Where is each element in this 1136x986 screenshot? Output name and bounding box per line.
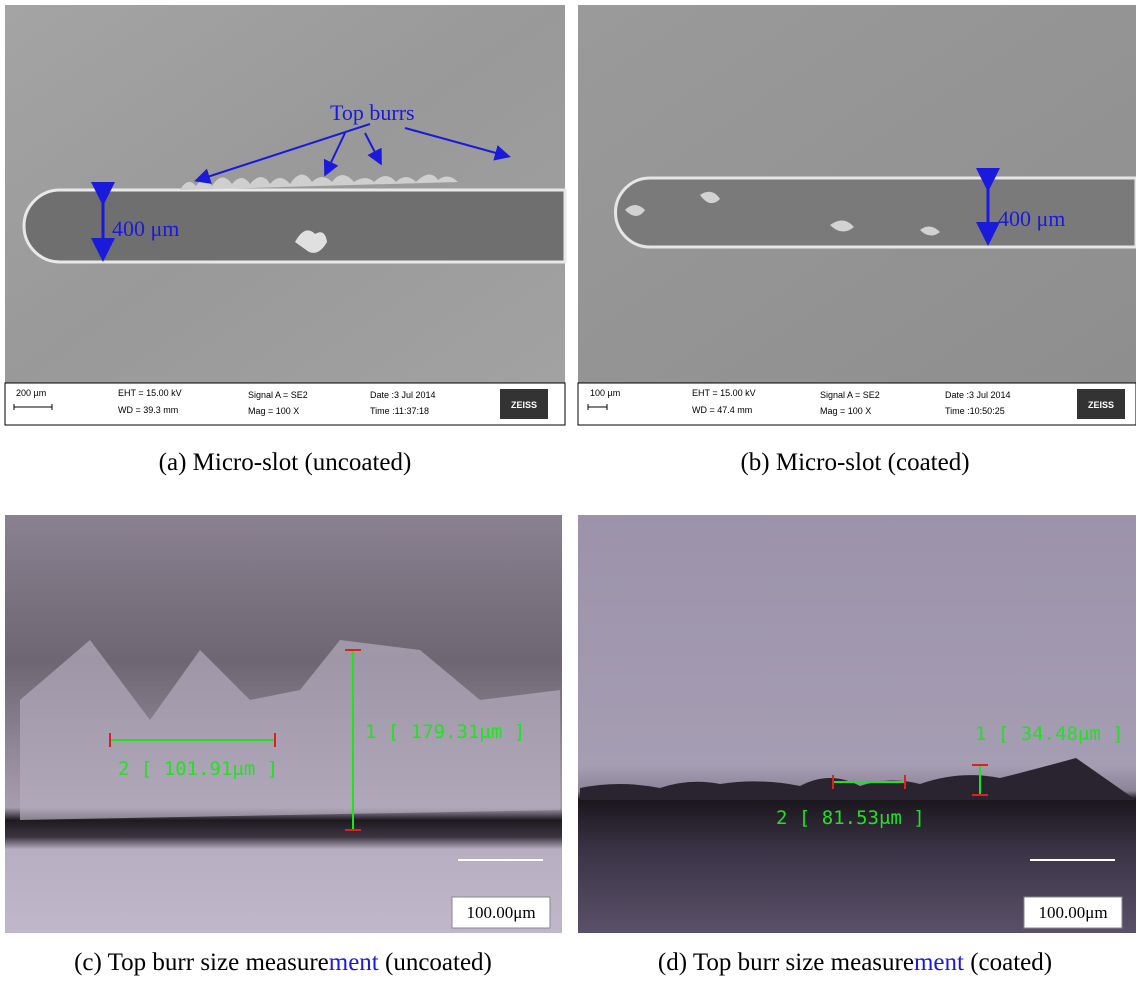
- info-text: WD = 47.4 mm: [692, 405, 752, 415]
- annotation: 400 μm: [998, 206, 1065, 231]
- info-text: Mag = 100 X: [248, 406, 299, 416]
- info-text: Mag = 100 X: [820, 406, 871, 416]
- info-text: Time :11:37:18: [370, 406, 429, 416]
- info-text: EHT = 15.00 kV: [118, 388, 182, 398]
- scale-label: 100 µm: [590, 388, 620, 398]
- info-text: EHT = 15.00 kV: [692, 388, 756, 398]
- caption: (a) Micro-slot (uncoated): [159, 449, 412, 476]
- info-text: Signal A = SE2: [820, 390, 880, 400]
- measurement: 2 [ 101.91μm ]: [118, 758, 278, 780]
- scale-label: 200 µm: [16, 388, 46, 398]
- caption-part: (uncoated): [379, 949, 492, 976]
- annotation: Top burrs: [330, 100, 415, 125]
- info-text: WD = 39.3 mm: [118, 405, 178, 415]
- caption: (c) Top burr size measurement (uncoated): [74, 949, 492, 976]
- logo: ZEISS: [511, 400, 537, 410]
- logo: ZEISS: [1088, 400, 1114, 410]
- annotation: 400 μm: [112, 216, 179, 241]
- panel-c: 1 [ 179.31μm ] 2 [ 101.91μm ] 100.00μm: [5, 515, 562, 933]
- slot: [24, 190, 565, 262]
- caption-part: (d) Top burr size measure: [658, 949, 914, 976]
- measurement: 1 [ 179.31μm ]: [365, 721, 525, 743]
- info-text: Signal A = SE2: [248, 390, 308, 400]
- caption: (d) Top burr size measurement (coated): [658, 949, 1052, 976]
- caption-part: ment: [914, 949, 964, 976]
- caption-part: (c) Top burr size measure: [74, 949, 329, 976]
- measurement: 1 [ 34.48μm ]: [975, 723, 1124, 745]
- info-text: Date :3 Jul 2014: [370, 390, 436, 400]
- caption: (b) Micro-slot (coated): [740, 449, 969, 476]
- info-text: Time :10:50:25: [945, 406, 1005, 416]
- info-text: Date :3 Jul 2014: [945, 390, 1011, 400]
- measurement: 2 [ 81.53μm ]: [776, 807, 925, 829]
- caption-part: (coated): [964, 949, 1052, 976]
- panel-a: Top burrs 400 μm 200 µm EHT = 15.00 kV W…: [5, 5, 565, 425]
- scale-label: 100.00μm: [1038, 903, 1107, 922]
- figure: Top burrs 400 μm 200 µm EHT = 15.00 kV W…: [0, 0, 1136, 986]
- scale-label: 100.00μm: [466, 903, 535, 922]
- panel-b: 400 μm 100 µm EHT = 15.00 kV WD = 47.4 m…: [578, 5, 1136, 425]
- caption-part: ment: [329, 949, 379, 976]
- panel-d: 1 [ 34.48μm ] 2 [ 81.53μm ] 100.00μm: [578, 515, 1136, 933]
